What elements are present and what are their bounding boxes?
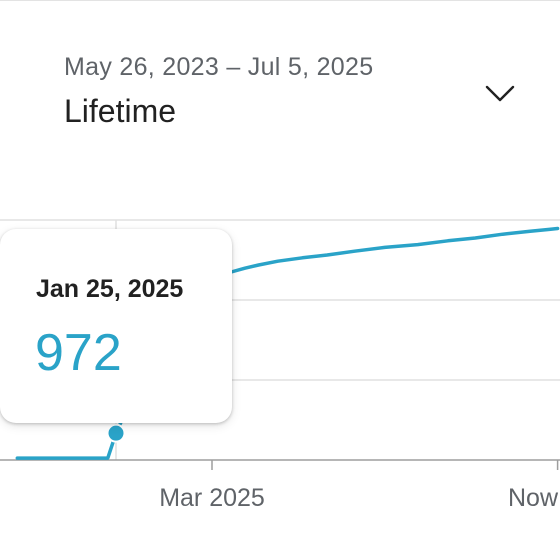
x-tick-label-1: Mar 2025: [159, 484, 265, 512]
date-range-label: Lifetime: [64, 93, 177, 129]
date-range-selector[interactable]: May 26, 2023 – Jul 5, 2025 Lifetime: [0, 0, 560, 150]
data-point-tooltip: [0, 229, 232, 423]
x-tick-label-2: Now: [508, 484, 559, 512]
tooltip-value: 972: [35, 324, 122, 382]
highlighted-data-point: [106, 423, 126, 443]
tooltip-date: Jan 25, 2025: [36, 275, 184, 303]
date-range-text: May 26, 2023 – Jul 5, 2025: [64, 53, 374, 81]
top-divider: [0, 0, 560, 1]
chevron-down-icon[interactable]: [484, 82, 516, 106]
